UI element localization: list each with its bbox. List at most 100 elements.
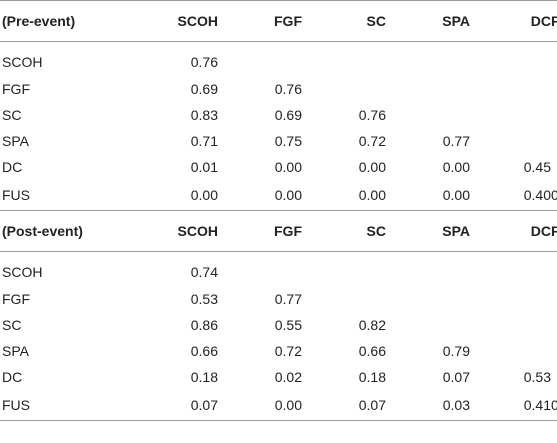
table-cell [551,312,557,338]
column-header: DC [470,0,551,42]
table-cell: 0.77 [274,291,302,307]
table-cell: 0.66 [190,343,218,359]
table-cell: 0.69 [274,107,302,123]
table-row: SC 0.86 0.55 0.82 [0,312,557,338]
table-cell: 0.07 [134,390,218,421]
table-row: FGF 0.53 0.77 [0,286,557,312]
row-label: SPA [2,343,29,359]
table-cell: 0.18 [358,369,386,385]
row-label: DC [2,159,23,175]
table-cell [218,42,302,77]
table-row: SPA 0.66 0.72 0.66 0.79 [0,338,557,364]
table-row: SCOH 0.76 [0,42,557,77]
table-cell: 0.00 [302,180,386,211]
table-cell: 0.40 [470,180,551,211]
table-cell: 0.72 [358,133,386,149]
table-cell: 0.79 [442,343,470,359]
table-cell [386,42,470,77]
table-cell: 0.18 [190,369,218,385]
table-cell [470,76,551,102]
row-label: FGF [2,291,30,307]
column-header: SCOH [134,210,218,252]
table-cell: 0.53 [190,291,218,307]
column-header: FUS [551,210,557,252]
table-cell [470,128,551,154]
table-row: DC 0.18 0.02 0.18 0.07 0.53 [0,364,557,390]
table-cell: 0.45 [523,159,551,175]
column-header: FGF [218,210,302,252]
table-cell: 0.00 [358,159,386,175]
column-header: SC [302,210,386,252]
table-cell: 0.07 [442,369,470,385]
table-cell: 0.76 [274,81,302,97]
table-row: DC 0.01 0.00 0.00 0.00 0.45 [0,154,557,180]
table-cell [470,42,551,77]
column-header: FUS [551,0,557,42]
table-cell [386,102,470,128]
table-cell [302,76,386,102]
table-cell [551,154,557,180]
table-cell [386,312,470,338]
table-cell: 0.41 [470,390,551,421]
row-label: SC [2,317,22,333]
table-cell [551,252,557,287]
post-event-section: (Post-event) SCOH FGF SC SPA DC FUS SCOH… [0,210,557,421]
table-cell [551,286,557,312]
table-cell: 0.74 [190,264,218,280]
table-cell [386,286,470,312]
row-label: SPA [2,133,29,149]
table-cell: 0.86 [190,317,218,333]
table-cell: 0.00 [218,180,302,211]
table-cell: 0.55 [274,317,302,333]
table-cell [218,252,302,287]
table-cell: 0.07 [302,390,386,421]
section-label: (Post-event) [0,210,134,252]
table-cell: 0.53 [523,369,551,385]
row-label: FGF [2,81,30,97]
column-header: SPA [386,210,470,252]
row-label: DC [2,369,23,385]
table-cell [302,286,386,312]
section-label: (Pre-event) [0,0,134,42]
table-cell: 0.66 [358,343,386,359]
table-cell: 0.77 [442,133,470,149]
table-cell [386,76,470,102]
table-row: FUS 0.07 0.00 0.07 0.03 0.41 0.69 [0,390,557,421]
table-cell: 0.69 [190,81,218,97]
table-cell: 0.82 [358,317,386,333]
table-cell [386,252,470,287]
table-cell: 0.69 [551,180,557,211]
table-cell [551,42,557,77]
table-cell [302,252,386,287]
row-label: SC [2,107,22,123]
pre-event-section: (Pre-event) SCOH FGF SC SPA DC FUS SCOH … [0,0,557,211]
column-header: DC [470,210,551,252]
table-row: SCOH 0.74 [0,252,557,287]
pre-event-header-row: (Pre-event) SCOH FGF SC SPA DC FUS [0,0,557,42]
table-cell [551,364,557,390]
table-row: SPA 0.71 0.75 0.72 0.77 [0,128,557,154]
table-cell [551,76,557,102]
column-header: SC [302,0,386,42]
table-cell [302,42,386,77]
table-cell: 0.00 [134,180,218,211]
table-cell [551,338,557,364]
row-label: SCOH [2,54,43,70]
table-row: SC 0.83 0.69 0.76 [0,102,557,128]
correlation-table: (Pre-event) SCOH FGF SC SPA DC FUS SCOH … [0,0,557,421]
column-header: SCOH [134,0,218,42]
table-cell: 0.76 [358,107,386,123]
table-cell: 0.69 [551,390,557,421]
row-label: FUS [0,390,134,421]
column-header: FGF [218,0,302,42]
table-row: FUS 0.00 0.00 0.00 0.00 0.40 0.69 [0,180,557,211]
table-cell [470,338,551,364]
table-cell: 0.75 [274,133,302,149]
post-event-header-row: (Post-event) SCOH FGF SC SPA DC FUS [0,210,557,252]
table-cell: 0.71 [190,133,218,149]
table-cell [551,102,557,128]
column-header: SPA [386,0,470,42]
table-cell: 0.02 [274,369,302,385]
table-cell [470,312,551,338]
table-cell: 0.72 [274,343,302,359]
